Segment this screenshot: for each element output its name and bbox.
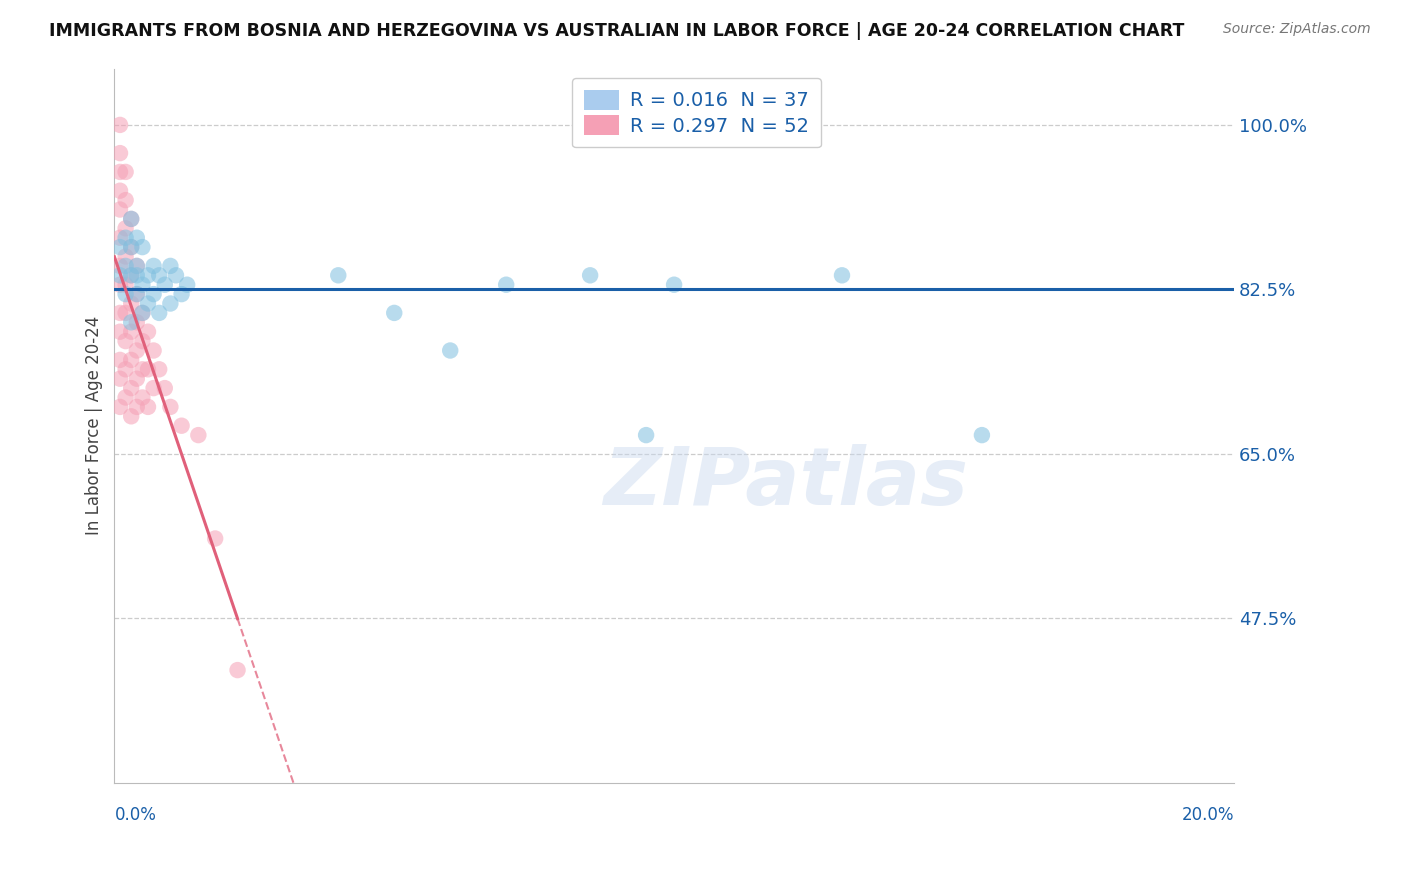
Point bbox=[108, 352, 131, 367]
Point bbox=[226, 663, 249, 677]
Point bbox=[131, 362, 153, 376]
Point bbox=[120, 240, 142, 254]
Point bbox=[108, 372, 131, 386]
Point bbox=[120, 381, 142, 395]
Point bbox=[142, 381, 165, 395]
Point bbox=[125, 287, 148, 301]
Point bbox=[125, 259, 148, 273]
Point bbox=[108, 165, 131, 179]
Point bbox=[114, 334, 136, 348]
Point bbox=[125, 287, 148, 301]
Point bbox=[662, 277, 685, 292]
Point bbox=[108, 146, 131, 161]
Point bbox=[125, 372, 148, 386]
Point bbox=[165, 268, 187, 283]
Point bbox=[131, 306, 153, 320]
Point bbox=[108, 259, 131, 273]
Point bbox=[148, 268, 170, 283]
Text: 0.0%: 0.0% bbox=[114, 806, 156, 824]
Point bbox=[108, 230, 131, 244]
Point bbox=[187, 428, 209, 442]
Point bbox=[125, 268, 148, 283]
Point bbox=[159, 400, 181, 414]
Point bbox=[148, 306, 170, 320]
Point bbox=[142, 259, 165, 273]
Point bbox=[125, 400, 148, 414]
Point bbox=[108, 400, 131, 414]
Point bbox=[114, 391, 136, 405]
Point bbox=[125, 230, 148, 244]
Point bbox=[125, 315, 148, 329]
Point bbox=[136, 296, 159, 310]
Point bbox=[114, 230, 136, 244]
Point bbox=[108, 268, 131, 283]
Point bbox=[170, 418, 193, 433]
Point bbox=[970, 428, 993, 442]
Point bbox=[108, 184, 131, 198]
Point bbox=[108, 118, 131, 132]
Point bbox=[439, 343, 461, 358]
Point bbox=[579, 268, 602, 283]
Point bbox=[120, 315, 142, 329]
Text: IMMIGRANTS FROM BOSNIA AND HERZEGOVINA VS AUSTRALIAN IN LABOR FORCE | AGE 20-24 : IMMIGRANTS FROM BOSNIA AND HERZEGOVINA V… bbox=[49, 22, 1185, 40]
Point bbox=[159, 296, 181, 310]
Point bbox=[114, 193, 136, 207]
Point bbox=[120, 211, 142, 226]
Point bbox=[142, 343, 165, 358]
Point bbox=[636, 428, 658, 442]
Point bbox=[328, 268, 350, 283]
Point bbox=[131, 306, 153, 320]
Point bbox=[153, 277, 176, 292]
Point bbox=[120, 240, 142, 254]
Point bbox=[120, 409, 142, 424]
Point bbox=[831, 268, 853, 283]
Point bbox=[108, 202, 131, 217]
Point bbox=[136, 325, 159, 339]
Point bbox=[108, 325, 131, 339]
Point bbox=[170, 287, 193, 301]
Point bbox=[120, 268, 142, 283]
Point bbox=[125, 259, 148, 273]
Point bbox=[108, 277, 131, 292]
Point bbox=[114, 259, 136, 273]
Point bbox=[120, 325, 142, 339]
Point bbox=[125, 343, 148, 358]
Point bbox=[148, 362, 170, 376]
Text: 20.0%: 20.0% bbox=[1181, 806, 1234, 824]
Point bbox=[120, 211, 142, 226]
Point bbox=[108, 240, 131, 254]
Point bbox=[114, 287, 136, 301]
Point bbox=[136, 268, 159, 283]
Text: Source: ZipAtlas.com: Source: ZipAtlas.com bbox=[1223, 22, 1371, 37]
Y-axis label: In Labor Force | Age 20-24: In Labor Force | Age 20-24 bbox=[86, 316, 103, 535]
Point bbox=[495, 277, 517, 292]
Point bbox=[136, 400, 159, 414]
Point bbox=[131, 391, 153, 405]
Point bbox=[120, 352, 142, 367]
Point bbox=[176, 277, 198, 292]
Point bbox=[142, 287, 165, 301]
Point bbox=[131, 277, 153, 292]
Point bbox=[120, 296, 142, 310]
Point bbox=[108, 306, 131, 320]
Legend: R = 0.016  N = 37, R = 0.297  N = 52: R = 0.016 N = 37, R = 0.297 N = 52 bbox=[572, 78, 821, 147]
Text: ZIPatlas: ZIPatlas bbox=[603, 444, 969, 522]
Point bbox=[131, 240, 153, 254]
Point bbox=[136, 362, 159, 376]
Point bbox=[382, 306, 405, 320]
Point bbox=[114, 277, 136, 292]
Point bbox=[153, 381, 176, 395]
Point bbox=[114, 306, 136, 320]
Point bbox=[114, 250, 136, 264]
Point bbox=[159, 259, 181, 273]
Point bbox=[204, 532, 226, 546]
Point bbox=[120, 268, 142, 283]
Point bbox=[131, 334, 153, 348]
Point bbox=[114, 165, 136, 179]
Point bbox=[114, 221, 136, 235]
Point bbox=[114, 362, 136, 376]
